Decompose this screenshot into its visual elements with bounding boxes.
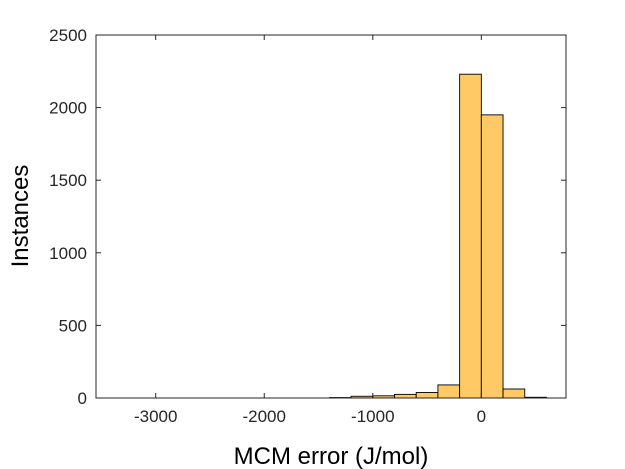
plot-area-frame (95, 34, 567, 399)
x-tick-label: -1000 (351, 407, 394, 426)
y-tick-label: 500 (59, 316, 87, 335)
y-tick-label: 0 (78, 389, 87, 408)
y-axis-label: Instances (7, 165, 34, 268)
x-tick-label: -3000 (134, 407, 177, 426)
histogram-bar (502, 388, 526, 399)
y-tick-label: 1500 (49, 171, 87, 190)
histogram-bars (328, 73, 547, 399)
y-tick-label: 2500 (49, 26, 87, 45)
histogram-bar (437, 384, 461, 399)
x-axis-label: MCM error (J/mol) (234, 443, 429, 469)
histogram-bar (459, 73, 482, 399)
histogram-bar (394, 393, 417, 399)
y-tick-label: 2000 (49, 99, 87, 118)
x-tick-label: 0 (477, 407, 486, 426)
histogram-bar (480, 114, 504, 399)
axis-ticks (96, 34, 566, 399)
y-tick-label: 1000 (49, 244, 87, 263)
axis-tick-labels: -3000 -2000 -1000 0 0 500 1000 1500 2000 2500 (49, 26, 486, 426)
x-tick-label: -2000 (242, 407, 285, 426)
histogram-bar (415, 392, 439, 399)
